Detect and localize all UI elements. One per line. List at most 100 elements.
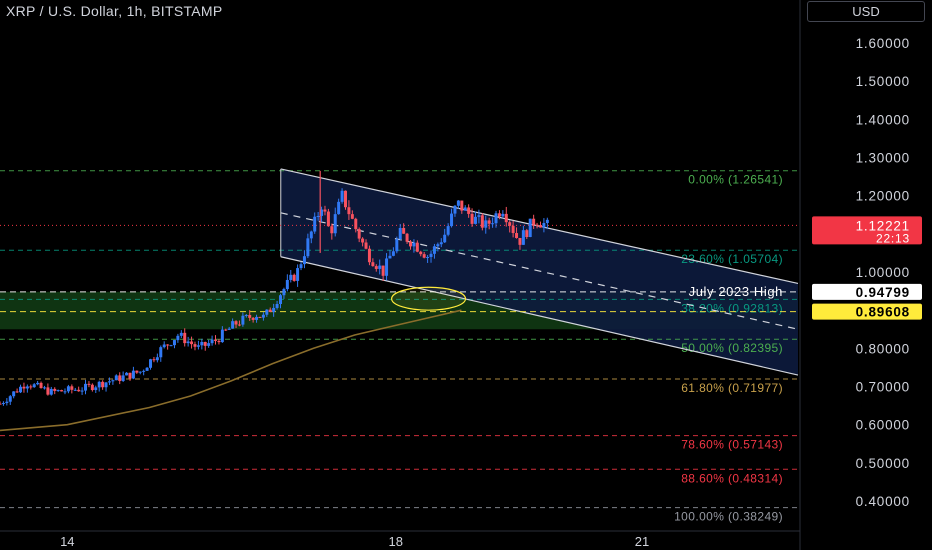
candle-body: [155, 357, 159, 361]
y-axis-tick-label: 0.80000: [856, 341, 910, 356]
candle-body: [53, 388, 57, 391]
candle-body: [118, 375, 122, 381]
candle-body: [367, 248, 371, 263]
candle-body: [381, 265, 385, 276]
candle-body: [275, 303, 279, 308]
candle-body: [296, 268, 300, 281]
candle-body: [463, 207, 467, 211]
candle-body: [508, 222, 512, 226]
current-price-tag-bg: [812, 216, 922, 245]
candle-body: [114, 375, 118, 381]
candle-body: [521, 230, 525, 245]
candle-body: [176, 335, 180, 341]
candle-body: [357, 229, 361, 239]
candle-body: [128, 372, 132, 379]
currency-selector-button[interactable]: USD: [807, 1, 925, 22]
candle-body: [159, 347, 163, 358]
candle-body: [261, 314, 265, 318]
y-axis-tick-label: 1.40000: [856, 112, 910, 127]
candle-body: [121, 375, 125, 381]
current-price-countdown: 22:13: [876, 231, 910, 245]
candle-body: [487, 220, 491, 224]
fib-level-label: 50.00% (0.82395): [681, 341, 783, 355]
candle-body: [450, 213, 454, 227]
candle-body: [234, 321, 238, 325]
candle-body: [190, 341, 194, 345]
candle-body: [258, 316, 262, 318]
candle-body: [316, 215, 320, 217]
candle-body: [193, 344, 197, 347]
candle-body: [5, 401, 9, 404]
candle-body: [439, 242, 443, 245]
candle-body: [395, 239, 399, 252]
candle-body: [145, 367, 149, 371]
candle-body: [525, 230, 529, 238]
fib-level-label: 38.20% (0.92813): [681, 301, 783, 315]
parallel-channel-fill: [280, 169, 798, 375]
candle-body: [422, 254, 426, 258]
candle-body: [436, 244, 440, 247]
candle-body: [1, 403, 5, 405]
candle-body: [477, 215, 481, 217]
candle-body: [402, 227, 406, 234]
y-axis-tick-label: 1.30000: [856, 151, 910, 166]
candle-body: [453, 205, 457, 214]
candle-body: [104, 382, 108, 388]
candle-body: [432, 246, 436, 254]
candle-body: [183, 332, 187, 344]
candle-body: [186, 341, 190, 344]
candle-body: [494, 213, 498, 224]
candle-body: [306, 238, 310, 257]
candle-body: [443, 234, 447, 243]
y-axis-tick-label: 0.60000: [856, 418, 910, 433]
candle-body: [131, 370, 135, 379]
candle-body: [248, 314, 252, 318]
candle-body: [46, 387, 50, 395]
candle-body: [77, 389, 81, 392]
candle-body: [313, 216, 317, 232]
candle-body: [214, 339, 218, 341]
y-axis-tick-label: 0.40000: [856, 494, 910, 509]
candle-body: [538, 225, 542, 228]
candle-body: [227, 328, 231, 330]
candle-body: [419, 251, 423, 255]
candle-body: [244, 314, 248, 316]
candle-body: [196, 345, 200, 347]
y-axis-tick-label: 1.50000: [856, 74, 910, 89]
candle-body: [391, 251, 395, 256]
candle-body: [535, 224, 539, 226]
candle-body: [350, 214, 354, 219]
candle-body: [97, 381, 101, 388]
candle-body: [169, 345, 173, 347]
candle-body: [84, 383, 88, 391]
candle-body: [285, 279, 289, 290]
candle-body: [66, 386, 70, 392]
candle-body: [101, 381, 105, 388]
candle-body: [528, 218, 532, 238]
candle-body: [446, 226, 450, 235]
candle-body: [125, 372, 129, 376]
candle-body: [111, 380, 115, 382]
candle-body: [501, 213, 505, 217]
current-price-tag: 1.12221: [856, 218, 910, 233]
candle-body: [220, 329, 224, 343]
y-axis-tick-label: 0.50000: [856, 456, 910, 471]
candle-body: [302, 256, 306, 265]
candle-body: [8, 396, 12, 402]
channel-lower-line: [280, 256, 799, 376]
fib-level-label: 61.80% (0.71977): [681, 381, 783, 395]
candle-body: [429, 253, 433, 257]
candle-body: [320, 209, 324, 216]
x-axis-tick-label: 21: [635, 534, 649, 549]
candle-body: [107, 381, 111, 383]
candle-body: [364, 242, 368, 249]
candle-body: [333, 214, 337, 234]
candle-body: [166, 344, 170, 346]
candle-body: [149, 359, 153, 368]
candle-body: [73, 389, 77, 391]
candle-body: [518, 238, 522, 245]
candle-body: [87, 383, 91, 385]
candle-body: [371, 262, 375, 267]
candle-body: [337, 201, 341, 215]
